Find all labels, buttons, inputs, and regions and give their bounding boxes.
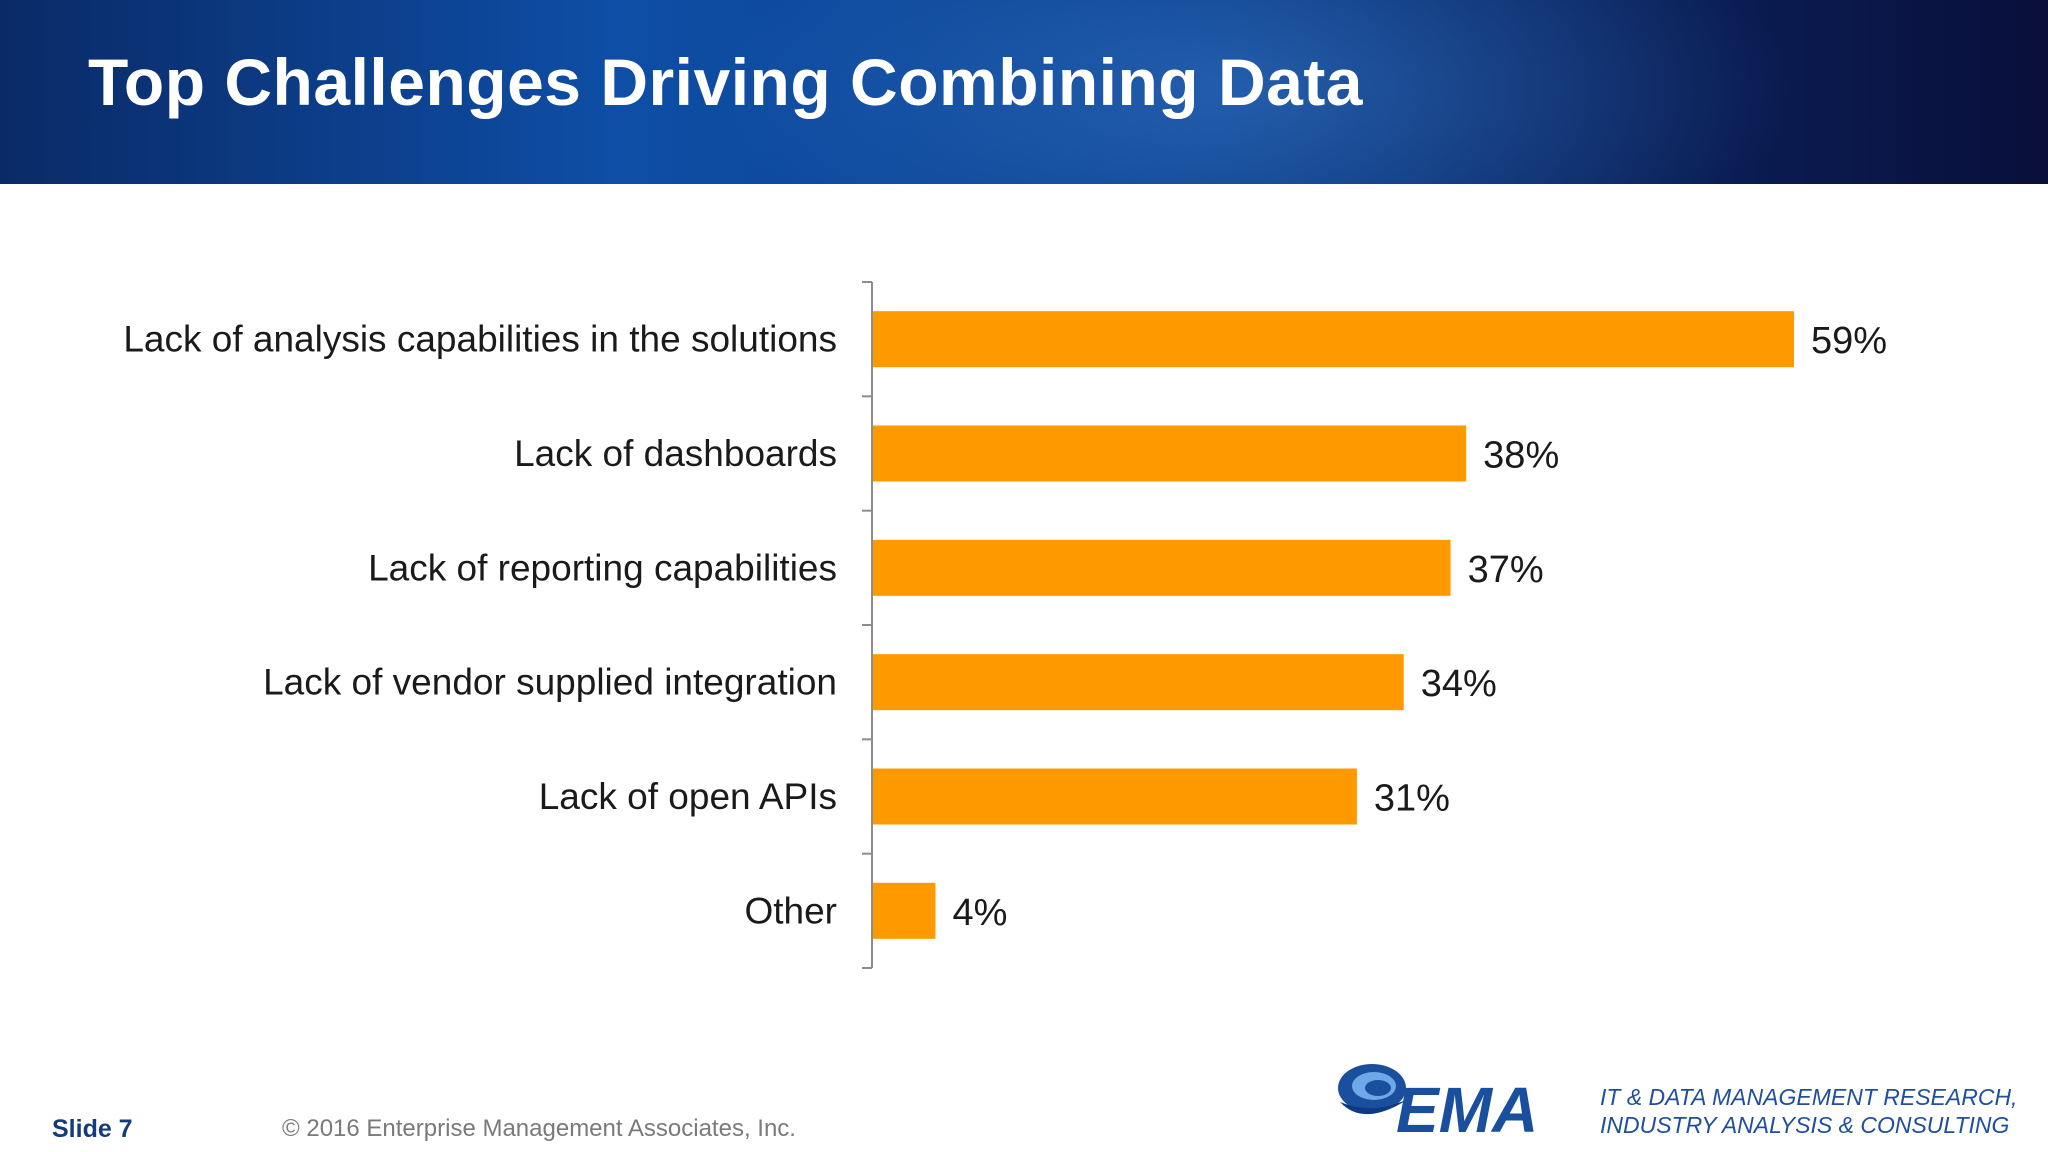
slide-header: Top Challenges Driving Combining Data bbox=[0, 0, 2048, 184]
category-label-2: Lack of reporting capabilities bbox=[368, 547, 837, 588]
category-label-3: Lack of vendor supplied integration bbox=[263, 662, 837, 703]
value-label-5: 4% bbox=[952, 892, 1007, 934]
category-label-5: Other bbox=[744, 890, 837, 931]
chart-bars bbox=[873, 311, 1794, 939]
chart-axis bbox=[862, 281, 873, 969]
value-label-1: 38% bbox=[1483, 435, 1559, 477]
value-labels: 59% 38% 37% 34% 31% 4% bbox=[952, 320, 1887, 934]
bar-0 bbox=[873, 311, 1794, 368]
value-label-3: 34% bbox=[1421, 663, 1497, 705]
value-label-4: 31% bbox=[1374, 778, 1450, 820]
value-label-2: 37% bbox=[1468, 549, 1544, 591]
value-label-0: 59% bbox=[1811, 320, 1887, 362]
ema-logo: EMA bbox=[1338, 1064, 1538, 1138]
category-label-4: Lack of open APIs bbox=[539, 776, 837, 817]
copyright-notice: © 2016 Enterprise Management Associates,… bbox=[282, 1115, 796, 1142]
bar-4 bbox=[873, 768, 1357, 825]
ema-swirl-icon bbox=[1338, 1064, 1410, 1115]
bar-1 bbox=[873, 425, 1467, 482]
tagline-line-2: INDUSTRY ANALYSIS & CONSULTING bbox=[1600, 1112, 2010, 1138]
ema-logo-text: EMA bbox=[1396, 1074, 1538, 1138]
header-glow bbox=[700, 0, 1800, 184]
category-label-0: Lack of analysis capabilities in the sol… bbox=[123, 319, 837, 360]
page-title: Top Challenges Driving Combining Data bbox=[88, 45, 1364, 119]
category-label-1: Lack of dashboards bbox=[514, 433, 837, 474]
bar-3 bbox=[873, 654, 1404, 711]
company-tagline: IT & DATA MANAGEMENT RESEARCH, INDUSTRY … bbox=[1600, 1083, 2017, 1139]
bar-5 bbox=[873, 882, 936, 939]
bar-2 bbox=[873, 539, 1451, 596]
tagline-line-1: IT & DATA MANAGEMENT RESEARCH, bbox=[1600, 1084, 2018, 1110]
slide-number: Slide 7 bbox=[52, 1115, 133, 1143]
category-labels: Lack of analysis capabilities in the sol… bbox=[123, 319, 837, 932]
